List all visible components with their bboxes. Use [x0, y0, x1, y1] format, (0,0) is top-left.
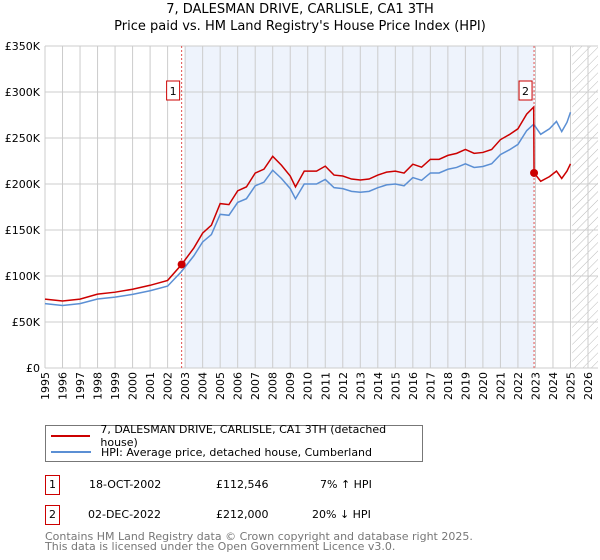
x-tick-label: 2008: [267, 372, 280, 400]
hpi-line: [44, 111, 572, 307]
x-tick-label: 2007: [249, 372, 262, 400]
sale-badge: [166, 80, 181, 101]
property-price-line: [44, 105, 572, 302]
transaction-row: 1 18-OCT-2002 £112,546 7% ↑ HPI: [45, 475, 445, 497]
x-tick-label: 1998: [92, 372, 105, 400]
x-tick-label: 2018: [442, 372, 455, 400]
x-tick-label: 2005: [214, 372, 227, 400]
x-tick-label: 2023: [529, 372, 542, 400]
x-tick-label: 2015: [389, 372, 402, 400]
x-tick-label: 2014: [372, 372, 385, 400]
footer-licence: This data is licensed under the Open Gov…: [45, 540, 396, 553]
x-tick-label: 2025: [564, 372, 577, 400]
transaction-row: 2 02-DEC-2022 £212,000 20% ↓ HPI: [45, 505, 445, 527]
legend-hpi: HPI: Average price, detached house, Cumb…: [101, 445, 373, 459]
x-tick-label: 1997: [74, 372, 87, 400]
footer-copyright: Contains HM Land Registry data © Crown c…: [45, 530, 473, 543]
sale-badge: [518, 80, 533, 101]
x-tick-label: 2004: [197, 372, 210, 400]
x-tick-label: 2000: [127, 372, 140, 400]
legend-property: 7, DALESMAN DRIVE, CARLISLE, CA1 3TH (de…: [100, 423, 387, 449]
sale-badge-label: 2: [522, 85, 529, 98]
transaction-hpi: 20% ↓ HPI: [312, 508, 371, 521]
x-tick-label: 2003: [179, 372, 192, 400]
x-tick-label: 2009: [284, 372, 297, 400]
x-tick-label: 2016: [407, 372, 420, 400]
x-tick-label: 1996: [57, 372, 70, 400]
transaction-date: 02-DEC-2022: [88, 508, 162, 521]
x-tick-label: 2026: [582, 372, 595, 400]
x-tick-label: 2010: [302, 372, 315, 400]
x-tick-label: 2001: [144, 372, 157, 400]
x-tick-label: 2021: [494, 372, 507, 400]
shaded-period: [185, 46, 535, 368]
chart-subtitle: Price paid vs. HM Land Registry's House …: [114, 19, 486, 34]
x-tick-label: 2017: [424, 372, 437, 400]
y-tick-label: £100K: [5, 270, 41, 283]
transaction-date: 18-OCT-2002: [89, 478, 162, 491]
x-tick-label: 1999: [109, 372, 122, 400]
x-tick-label: 2013: [354, 372, 367, 400]
marker-badge: 2: [45, 505, 60, 525]
legend-swatch-hpi: [51, 451, 91, 453]
legend: 7, DALESMAN DRIVE, CARLISLE, CA1 3TH (de…: [45, 423, 423, 462]
forecast-hatch: [572, 46, 598, 368]
y-tick-label: £0: [26, 362, 40, 375]
x-tick-label: 2019: [459, 372, 472, 400]
x-tick-label: 2020: [477, 372, 490, 400]
y-tick-label: £50K: [12, 316, 41, 329]
chart-title: 7, DALESMAN DRIVE, CARLISLE, CA1 3TH: [166, 2, 434, 17]
marker-badge: 1: [45, 475, 60, 495]
x-tick-label: 1995: [39, 372, 52, 400]
transaction-price: £112,546: [216, 478, 269, 491]
y-tick-label: £150K: [5, 224, 41, 237]
y-tick-label: £200K: [5, 178, 41, 191]
x-tick-label: 2012: [337, 372, 350, 400]
sale-point: [530, 168, 539, 177]
y-tick-label: £350K: [5, 40, 41, 53]
x-tick-label: 2006: [232, 372, 245, 400]
x-tick-label: 2024: [547, 372, 560, 400]
sale-point: [177, 260, 186, 269]
transaction-hpi: 7% ↑ HPI: [320, 478, 372, 491]
x-tick-label: 2022: [512, 372, 525, 400]
y-tick-label: £250K: [5, 132, 41, 145]
transaction-price: £212,000: [216, 508, 269, 521]
price-chart: 1995 1996 1997 1998 1999 2000 2001 2002 2003 2004…: [5, 40, 598, 400]
x-tick-label: 2011: [319, 372, 332, 400]
legend-swatch-property: [51, 435, 91, 437]
x-tick-label: 2002: [162, 372, 175, 400]
y-tick-label: £300K: [5, 86, 41, 99]
sale-badge-label: 1: [170, 85, 177, 98]
